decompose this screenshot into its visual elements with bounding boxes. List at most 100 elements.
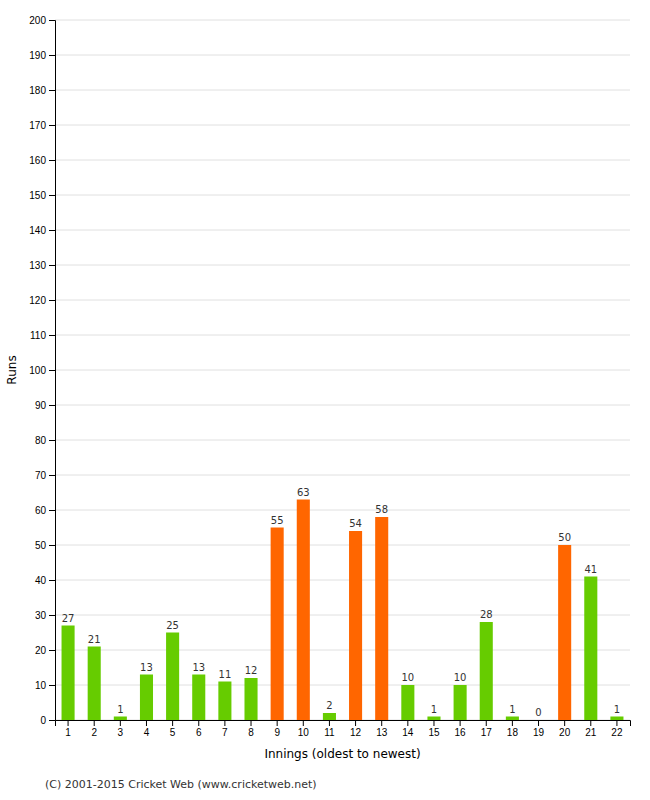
- data-label: 63: [297, 487, 310, 498]
- tick-mark: [538, 720, 539, 726]
- tick-label: 90: [35, 400, 47, 411]
- tick-mark: [49, 510, 55, 511]
- tick-label: 110: [30, 330, 46, 341]
- tick-mark: [49, 615, 55, 616]
- tick: 7: [222, 720, 228, 738]
- data-label: 1: [509, 704, 515, 715]
- bar: [506, 717, 519, 721]
- bar: [323, 713, 336, 720]
- tick-label: 150: [29, 190, 46, 201]
- tick: 11: [324, 720, 335, 738]
- tick-mark: [512, 720, 513, 726]
- tick-label: 180: [29, 85, 46, 96]
- plot: 1234567891011121314151617181920212201020…: [29, 15, 630, 738]
- tick: 13: [376, 720, 388, 738]
- tick-label: 100: [29, 365, 46, 376]
- tick-label: 6: [196, 727, 202, 738]
- tick-label: 30: [35, 610, 47, 621]
- tick: 4: [144, 720, 150, 738]
- tick-mark: [460, 720, 461, 726]
- chart: 1234567891011121314151617181920212201020…: [0, 0, 650, 800]
- tick-label: 12: [350, 727, 362, 738]
- tick: 0: [40, 715, 55, 726]
- tick-label: 4: [144, 727, 150, 738]
- axis-line: [49, 21, 56, 721]
- data-label: 2: [326, 700, 332, 711]
- data-label: 0: [535, 707, 541, 718]
- data-label: 21: [88, 634, 101, 645]
- bar: [558, 545, 571, 720]
- bar: [584, 577, 597, 721]
- tick-mark: [49, 685, 55, 686]
- y-axis: 0102030405060708090100110120130140150160…: [29, 15, 55, 726]
- tick-mark: [303, 720, 304, 726]
- grid-line: [55, 90, 630, 91]
- data-label: 28: [480, 609, 493, 620]
- tick-mark: [355, 720, 356, 726]
- tick: 3: [118, 720, 124, 738]
- bar: [62, 626, 75, 721]
- tick-mark: [198, 720, 199, 726]
- bar: [140, 675, 153, 721]
- tick-label: 190: [29, 50, 46, 61]
- tick-mark: [49, 55, 55, 56]
- tick: 15: [428, 720, 440, 738]
- grid-line: [55, 615, 630, 616]
- tick-mark: [49, 720, 55, 721]
- tick-mark: [49, 370, 55, 371]
- bar: [192, 675, 205, 721]
- tick: 20: [35, 645, 55, 656]
- tick-label: 14: [402, 727, 414, 738]
- data-label: 58: [375, 504, 388, 515]
- grid-line: [55, 265, 630, 266]
- grid-line: [55, 160, 630, 161]
- data-label: 1: [117, 704, 123, 715]
- bar: [271, 528, 284, 721]
- tick: 180: [29, 85, 55, 96]
- tick-mark: [564, 720, 565, 726]
- grid-line: [55, 300, 630, 301]
- bar: [88, 647, 101, 721]
- tick: 8: [248, 720, 254, 738]
- tick-label: 200: [29, 15, 46, 26]
- tick-label: 15: [428, 727, 440, 738]
- tick-label: 120: [29, 295, 46, 306]
- tick: 140: [29, 225, 55, 236]
- grid-line: [55, 405, 630, 406]
- tick: 150: [29, 190, 55, 201]
- tick: 100: [29, 365, 55, 376]
- data-label: 13: [140, 662, 153, 673]
- tick: 16: [455, 720, 467, 738]
- tick: 190: [29, 50, 55, 61]
- bar: [454, 685, 467, 720]
- tick-mark: [49, 475, 55, 476]
- tick-label: 17: [481, 727, 493, 738]
- data-label: 25: [166, 620, 179, 631]
- tick-mark: [49, 545, 55, 546]
- tick-label: 2: [91, 727, 97, 738]
- grid-line: [55, 580, 630, 581]
- grid-line: [55, 440, 630, 441]
- tick-mark: [49, 160, 55, 161]
- tick-label: 11: [324, 727, 335, 738]
- tick-mark: [49, 405, 55, 406]
- tick-label: 50: [35, 540, 47, 551]
- tick-mark: [381, 720, 382, 726]
- tick-mark: [277, 720, 278, 726]
- tick-label: 8: [248, 727, 254, 738]
- tick: 50: [35, 540, 55, 551]
- tick: 19: [533, 720, 545, 738]
- tick-mark: [49, 300, 55, 301]
- tick-label: 20: [559, 727, 571, 738]
- bar: [218, 682, 231, 721]
- bar: [244, 678, 257, 720]
- bar: [297, 500, 310, 721]
- grid-line: [55, 195, 630, 196]
- tick-mark: [49, 580, 55, 581]
- grid-line: [55, 230, 630, 231]
- data-label: 1: [614, 704, 620, 715]
- tick: 40: [35, 575, 55, 586]
- x-axis: 12345678910111213141516171819202122: [56, 720, 631, 738]
- tick-label: 140: [29, 225, 46, 236]
- grid-line: [55, 650, 630, 651]
